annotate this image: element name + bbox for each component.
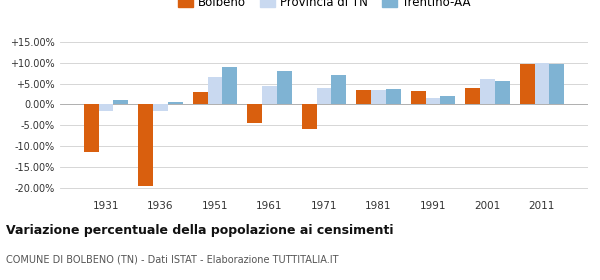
Bar [247, 104, 262, 123]
Bar [411, 91, 425, 104]
Bar [277, 71, 292, 104]
Bar [139, 104, 153, 186]
Bar [466, 88, 480, 104]
Bar [262, 86, 277, 104]
Bar [549, 64, 564, 104]
Bar [153, 104, 168, 111]
Bar [113, 100, 128, 104]
Bar [208, 77, 223, 104]
Bar [356, 90, 371, 104]
Bar [535, 63, 549, 104]
Bar [386, 88, 401, 104]
Bar [168, 102, 182, 104]
Bar [520, 64, 535, 104]
Bar [495, 81, 509, 104]
Bar [193, 92, 208, 104]
Bar [223, 67, 237, 104]
Bar [440, 96, 455, 104]
Bar [84, 104, 99, 152]
Bar [425, 98, 440, 104]
Bar [99, 104, 113, 111]
Bar [480, 80, 495, 104]
Bar [302, 104, 317, 129]
Bar [371, 90, 386, 104]
Text: COMUNE DI BOLBENO (TN) - Dati ISTAT - Elaborazione TUTTITALIA.IT: COMUNE DI BOLBENO (TN) - Dati ISTAT - El… [6, 255, 338, 265]
Legend: Bolbeno, Provincia di TN, Trentino-AA: Bolbeno, Provincia di TN, Trentino-AA [173, 0, 475, 13]
Text: Variazione percentuale della popolazione ai censimenti: Variazione percentuale della popolazione… [6, 224, 394, 237]
Bar [331, 75, 346, 104]
Bar [317, 88, 331, 104]
